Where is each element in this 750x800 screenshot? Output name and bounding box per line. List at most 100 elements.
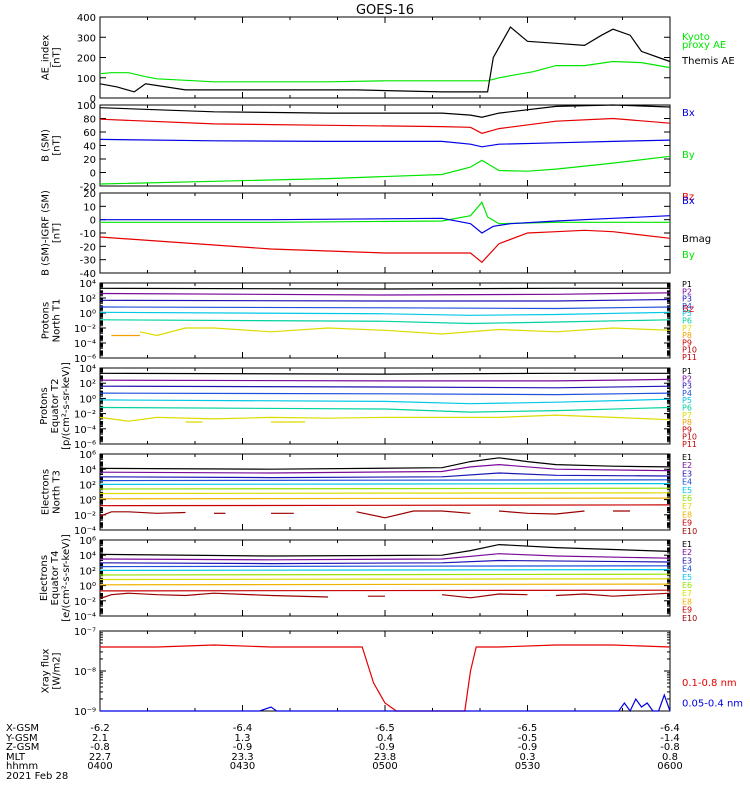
- series-e7: [99, 578, 671, 581]
- y-tick-label: 10⁻⁴: [74, 612, 96, 623]
- legend-entry: E5: [682, 486, 692, 495]
- y-tick-label: 10⁻⁴: [74, 526, 96, 537]
- series-e10: [99, 511, 186, 517]
- legend-entry: By: [682, 150, 695, 161]
- x-axis-value: -0.8: [660, 742, 680, 753]
- legend-entry: Bz: [682, 304, 694, 315]
- x-axis-value: 23.3: [231, 752, 253, 763]
- legend-entry: Bmag: [682, 234, 711, 245]
- chart-title: GOES-16: [356, 3, 414, 18]
- y-tick-label: 10⁻⁸: [74, 667, 96, 678]
- series-e8: [99, 583, 671, 586]
- legend-entry: P10: [682, 346, 697, 355]
- y-axis-label: AE_index: [41, 35, 52, 81]
- x-axis-value: -0.8: [90, 742, 110, 753]
- series-p4: [99, 306, 671, 310]
- series-e5: [99, 483, 671, 485]
- legend-entry: E1: [682, 540, 692, 549]
- y-tick-label: 10⁻⁷: [74, 627, 96, 638]
- panel-frame: [99, 192, 671, 274]
- legend-entry: E2: [682, 461, 692, 470]
- legend-entry: P5: [682, 396, 692, 405]
- legend-entry: P4: [682, 389, 692, 398]
- legend-entry: E1: [682, 453, 692, 462]
- legend-entry: 0.1-0.8 nm: [682, 678, 737, 689]
- legend-entry: Bx: [682, 108, 695, 119]
- series-bz: [99, 117, 671, 134]
- series-kyoto: [99, 60, 671, 83]
- series-e10: [99, 592, 329, 600]
- series-e1: [99, 543, 671, 557]
- y-tick-label: 400: [77, 13, 96, 24]
- series-p4: [99, 392, 671, 396]
- series-e10: [441, 593, 528, 599]
- legend-entry: E4: [682, 478, 692, 487]
- x-axis-value: -0.9: [518, 742, 538, 753]
- series-p3: [99, 298, 671, 302]
- y-tick-label: 0: [90, 94, 96, 105]
- series-e10: [555, 592, 671, 597]
- series-e8: [99, 497, 671, 500]
- y-tick-label: 10⁰: [79, 309, 96, 320]
- x-axis-value: -0.5: [518, 733, 538, 744]
- legend-entry: Bx: [682, 196, 695, 207]
- y-tick-label: 10⁰: [79, 496, 96, 507]
- legend-entry: Bz: [682, 192, 694, 203]
- y-tick-label: 10⁻⁴: [74, 425, 96, 436]
- legend-entry: E7: [682, 502, 692, 511]
- series-e6: [99, 573, 671, 576]
- y-tick-label: 80: [83, 115, 96, 126]
- series-p5: [99, 398, 671, 405]
- legend-entry: E7: [682, 589, 692, 598]
- y-axis-label: [nT]: [52, 223, 63, 243]
- legend-entry: E5: [682, 573, 692, 582]
- series-e2: [99, 463, 671, 474]
- y-tick-label: 10²: [79, 566, 96, 577]
- legend-entry: P1: [682, 280, 692, 289]
- legend-entry: proxy AE: [682, 40, 726, 51]
- legend-entry: P11: [682, 440, 697, 449]
- legend-entry: E6: [682, 581, 692, 590]
- y-tick-label: 0: [90, 216, 96, 227]
- legend-entry: E9: [682, 519, 692, 528]
- series-themis-ae: [99, 26, 671, 93]
- y-tick-label: 40: [83, 142, 96, 153]
- y-tick-label: 60: [83, 128, 96, 139]
- y-axis-label: [nT]: [52, 135, 63, 155]
- y-axis-label: Electrons: [41, 469, 52, 515]
- panel-frame: [99, 367, 671, 445]
- y-tick-label: -20: [80, 182, 96, 193]
- y-tick-label: 100: [77, 101, 96, 112]
- series-p2: [99, 378, 671, 382]
- series-p1: [99, 372, 670, 375]
- series-e3: [99, 559, 671, 565]
- x-axis-value: 0500: [372, 761, 397, 772]
- y-tick-label: 10⁻⁴: [74, 339, 96, 350]
- y-tick-label: 300: [77, 33, 96, 44]
- legend-entry: E2: [682, 548, 692, 557]
- y-tick-label: 10⁻²: [74, 511, 96, 522]
- panel-frame: [99, 630, 671, 712]
- y-tick-label: 10²: [79, 294, 96, 305]
- y-tick-label: 10⁻⁶: [74, 354, 96, 365]
- y-tick-label: 10⁶: [79, 450, 96, 461]
- legend-entry: P9: [682, 425, 692, 434]
- x-axis-value: -6.4: [660, 723, 680, 734]
- y-tick-label: 10⁻²: [74, 324, 96, 335]
- legend-entry: P4: [682, 302, 692, 311]
- series-e9: [99, 504, 671, 507]
- x-axis-value: 0.4: [377, 733, 393, 744]
- y-tick-label: 10⁴: [79, 279, 96, 290]
- x-axis-value: 0400: [87, 761, 112, 772]
- y-tick-label: 10⁴: [79, 364, 96, 375]
- x-axis-value: 0430: [230, 761, 255, 772]
- series-e6: [99, 487, 671, 490]
- series-e2: [99, 553, 671, 561]
- legend-entry: P11: [682, 353, 697, 362]
- x-axis-row-label: Y-GSM: [5, 733, 38, 744]
- y-tick-label: 20: [83, 155, 96, 166]
- legend-entry: Themis AE: [681, 56, 735, 67]
